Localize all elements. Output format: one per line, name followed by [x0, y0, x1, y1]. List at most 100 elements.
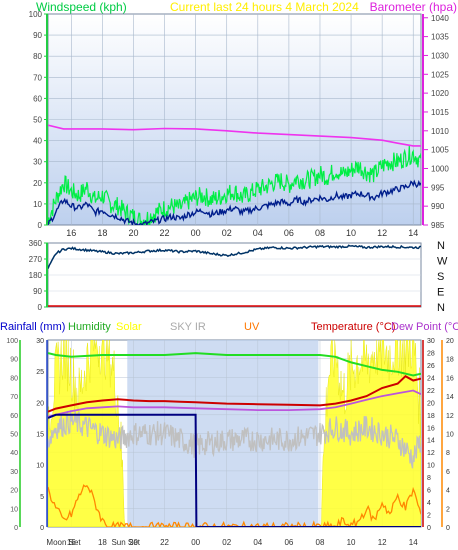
temperature-tick-label: 28 — [427, 350, 435, 357]
humidity-tick-label: 90 — [10, 357, 18, 364]
solar-temp-x-label: 14 — [409, 538, 418, 547]
dewpoint-series-line — [48, 389, 421, 418]
humidity-tick-label: 70 — [10, 394, 18, 401]
windspeed-tick-label: 20 — [33, 179, 42, 188]
barometer-axis-label: Barometer (hpa) — [370, 0, 457, 14]
windspeed-tick-label: 0 — [38, 221, 43, 230]
humidity-tick-label: 40 — [10, 450, 18, 457]
temperature-tick-label: 4 — [427, 500, 431, 507]
wind-baro-gridlines — [48, 14, 421, 225]
solar-temp-x-label: 12 — [378, 538, 387, 547]
humidity-tick-label: 20 — [10, 488, 18, 495]
rainfall-tick-label: 15 — [36, 432, 44, 439]
wind-direction-tick-label: 180 — [29, 271, 43, 280]
temperature-tick-label: 6 — [427, 488, 431, 495]
windspeed-series-line — [48, 179, 421, 225]
legend-rainfall: Rainfall (mm) — [0, 321, 65, 333]
wind-direction-gridlines — [48, 258, 421, 292]
temperature-tick-label: 0 — [427, 525, 431, 532]
humidity-tick-label: 30 — [10, 469, 18, 476]
solar-temp-x-label: 02 — [222, 538, 231, 547]
dewpoint-tick-label: 18 — [446, 357, 454, 364]
humidity-tick-label: 60 — [10, 413, 18, 420]
legend-skyir: SKY IR — [170, 321, 206, 333]
barometer-series-line — [48, 124, 421, 147]
rainfall-tick-label: 0 — [40, 525, 44, 532]
wind-baro-x-tick-label: 00 — [191, 228, 201, 238]
compass-label: E — [437, 287, 444, 299]
temperature-tick-label: 16 — [427, 425, 435, 432]
solar-series-area — [48, 340, 421, 527]
wind-baro-x-tick-label: 16 — [66, 228, 76, 238]
solar-temp-x-label: 10 — [347, 538, 356, 547]
barometer-tick-label: 1020 — [431, 89, 449, 98]
skyir-series-line — [48, 409, 421, 469]
humidity-tick-label: 0 — [14, 525, 18, 532]
wind-direction-tick-label: 360 — [29, 239, 43, 248]
temperature-tick-label: 18 — [427, 413, 435, 420]
legend-solar: Solar — [116, 321, 142, 333]
legend-humidity: Humidity — [68, 321, 111, 333]
humidity-tick-label: 80 — [10, 375, 18, 382]
wind-baro-x-tick-label: 08 — [315, 228, 325, 238]
windspeed-tick-label: 40 — [33, 137, 42, 146]
humidity-tick-label: 100 — [6, 338, 18, 345]
barometer-tick-label: 995 — [431, 183, 445, 192]
windspeed-tick-label: 30 — [33, 158, 42, 167]
windspeed-tick-label: 80 — [33, 52, 42, 61]
humidity-tick-label: 50 — [10, 432, 18, 439]
barometer-tick-label: 990 — [431, 202, 445, 211]
compass-label: N — [437, 240, 445, 252]
wind-baro-x-tick-label: 18 — [97, 228, 107, 238]
temperature-tick-label: 20 — [427, 400, 435, 407]
rainfall-tick-label: 20 — [36, 400, 44, 407]
wind-baro-x-tick-label: 06 — [284, 228, 294, 238]
compass-label: W — [437, 256, 448, 268]
wind-direction-tick-label: 270 — [29, 255, 43, 264]
wind-baro-x-tick-label: 10 — [346, 228, 356, 238]
temperature-tick-label: 10 — [427, 463, 435, 470]
legend-uv: UV — [244, 321, 260, 333]
solar-temp-x-label: 20 — [129, 538, 138, 547]
humidity-series-line — [48, 352, 421, 377]
wind-direction-tick-label: 90 — [33, 287, 42, 296]
solar-temp-x-label: 18 — [98, 538, 107, 547]
gust-series-line — [48, 145, 421, 225]
solar-temp-x-label: 06 — [284, 538, 293, 547]
solar-temp-legend: Rainfall (mm) Humidity Solar SKY IR UV Temper… — [0, 321, 458, 333]
windspeed-tick-label: 10 — [33, 200, 42, 209]
barometer-tick-label: 1005 — [431, 146, 449, 155]
solar-temp-x-label: 22 — [160, 538, 169, 547]
wind-baro-x-tick-label: 04 — [253, 228, 263, 238]
barometer-tick-label: 1015 — [431, 108, 449, 117]
dewpoint-tick-label: 8 — [446, 450, 450, 457]
temperature-tick-label: 24 — [427, 375, 435, 382]
temperature-tick-label: 14 — [427, 438, 435, 445]
legend-temperature: Temperature (°C) — [311, 321, 395, 333]
windspeed-tick-label: 50 — [33, 116, 42, 125]
wind-baro-x-tick-label: 12 — [377, 228, 387, 238]
barometer-tick-label: 1025 — [431, 70, 449, 79]
temperature-tick-label: 8 — [427, 475, 431, 482]
dewpoint-tick-label: 4 — [446, 488, 450, 495]
chart-title: Current last 24 hours 4 March 2024 — [170, 0, 359, 14]
temperature-tick-label: 2 — [427, 513, 431, 520]
solar-temp-x-label: Moon Set — [46, 538, 81, 547]
temperature-tick-label: 12 — [427, 450, 435, 457]
barometer-tick-label: 1035 — [431, 33, 449, 42]
solar-temp-x-label: Sun Set — [111, 538, 140, 547]
windspeed-tick-label: 60 — [33, 94, 42, 103]
wind-baro-x-tick-label: 22 — [160, 228, 170, 238]
humidity-tick-label: 10 — [10, 506, 18, 513]
temperature-tick-label: 22 — [427, 388, 435, 395]
solar-temp-x-label: 04 — [253, 538, 262, 547]
windspeed-axis-label: Windspeed (kph) — [36, 0, 127, 14]
compass-label: S — [437, 271, 444, 283]
barometer-tick-label: 985 — [431, 221, 445, 230]
dewpoint-tick-label: 14 — [446, 394, 454, 401]
